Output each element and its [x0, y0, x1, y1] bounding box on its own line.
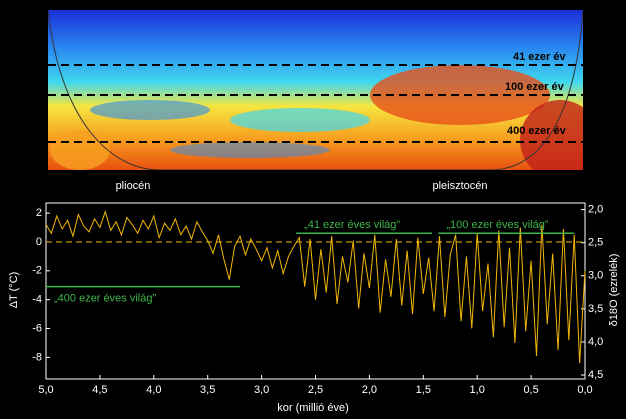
era-label: „400 ezer éves világ”: [54, 293, 156, 305]
x-tick-label: 0,5: [523, 384, 538, 396]
x-tick-label: 3,5: [200, 384, 215, 396]
x-tick-label: 3,0: [254, 384, 269, 396]
x-tick-label: 2,0: [362, 384, 377, 396]
temperature-line: [45, 209, 586, 364]
y-tick-label: -4: [32, 294, 42, 306]
x-tick-label: 4,0: [146, 384, 161, 396]
x-tick-label: 1,5: [416, 384, 431, 396]
period-label: 400 ezer év: [507, 125, 567, 137]
wavelet-spectrum: [48, 10, 583, 170]
y2-tick-label: 3,0: [588, 270, 603, 282]
era-label: „41 ezer éves világ”: [304, 219, 400, 231]
y-tick-label: 2: [36, 207, 42, 219]
y-tick-label: -8: [32, 351, 42, 363]
y2-tick-label: 2,5: [588, 237, 603, 249]
x-tick-label: 4,5: [92, 384, 107, 396]
period-label: 100 ezer év: [505, 81, 565, 93]
y-tick-label: -2: [32, 265, 42, 277]
y2-tick-label: 4,0: [588, 336, 603, 348]
x-tick-label: 0,0: [577, 384, 592, 396]
x-tick-label: 2,5: [308, 384, 323, 396]
y-tick-label: 0: [36, 236, 42, 248]
y-axis-label: ΔT (°C): [8, 272, 20, 309]
y2-axis-label: δ18O (ezrelék): [608, 254, 620, 327]
x-tick-label: 1,0: [470, 384, 485, 396]
y2-tick-label: 2,0: [588, 204, 603, 216]
epoch-label: pliocén: [116, 180, 151, 192]
x-tick-label: 5,0: [38, 384, 53, 396]
epoch-label: pleisztocén: [432, 180, 487, 192]
period-label: 41 ezer év: [513, 51, 566, 63]
y-tick-label: -6: [32, 322, 42, 334]
x-axis-label: kor (millió éve): [277, 402, 349, 414]
y2-tick-label: 3,5: [588, 303, 603, 315]
era-label: „100 ezer éves világ”: [446, 219, 548, 231]
y2-tick-label: 4,5: [588, 369, 603, 381]
